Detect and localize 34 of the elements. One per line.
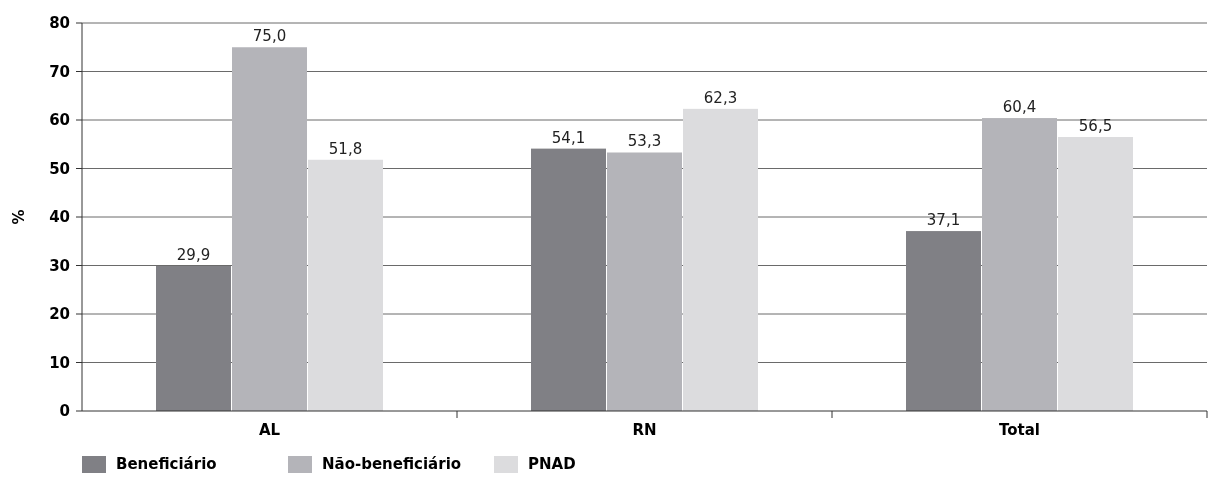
y-tick-label: 80 xyxy=(49,14,70,33)
data-label: 60,4 xyxy=(1002,98,1037,117)
bar xyxy=(607,152,682,411)
y-tick-label: 60 xyxy=(49,111,70,130)
bar xyxy=(1058,136,1133,411)
data-label: 51,8 xyxy=(328,139,363,158)
y-tick-label: 10 xyxy=(49,353,70,372)
x-tick-label: Total xyxy=(999,421,1040,439)
bar xyxy=(531,148,606,411)
bar xyxy=(906,231,981,411)
y-tick-label: 50 xyxy=(49,159,70,178)
bar xyxy=(308,159,383,411)
y-tick-label: 0 xyxy=(59,402,70,421)
data-label: 53,3 xyxy=(627,132,662,151)
data-label: 54,1 xyxy=(551,128,586,147)
data-label: 75,0 xyxy=(252,27,287,46)
legend-label: PNAD xyxy=(528,455,576,474)
y-tick-label: 20 xyxy=(49,305,70,324)
data-label: 37,1 xyxy=(926,211,961,230)
data-label: 29,9 xyxy=(176,245,211,264)
bar xyxy=(232,47,307,411)
legend-label: Beneficiário xyxy=(116,455,217,474)
y-axis-title: % xyxy=(10,209,28,225)
x-tick-label: RN xyxy=(632,421,657,439)
y-tick-label: 30 xyxy=(49,256,70,275)
bar xyxy=(683,108,758,411)
bar xyxy=(982,118,1057,411)
y-tick-label: 40 xyxy=(49,208,70,227)
data-label: 62,3 xyxy=(703,88,738,107)
x-tick-label: AL xyxy=(258,421,281,439)
bar xyxy=(156,265,231,411)
data-label: 56,5 xyxy=(1078,116,1113,135)
y-tick-label: 70 xyxy=(49,62,70,81)
legend-label: Não-beneficiário xyxy=(322,455,462,474)
